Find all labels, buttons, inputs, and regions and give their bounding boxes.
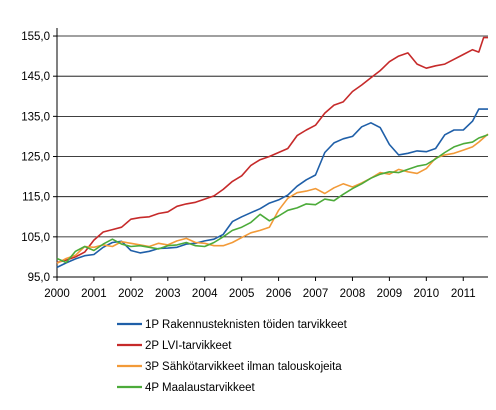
- x-tick-label: 2006: [266, 288, 292, 300]
- x-tick-label: 2002: [118, 288, 144, 300]
- x-tick-label: 2008: [340, 288, 366, 300]
- x-tick-label: 2005: [229, 288, 255, 300]
- y-tick-label: 145,0: [21, 71, 50, 83]
- series-lines: [56, 36, 489, 269]
- y-axis-ticks: 95,0 105,0 115,0 125,0 135,0 145,0 155,0: [21, 31, 57, 284]
- x-tick-label: 2011: [451, 288, 476, 300]
- x-tick-label: 2003: [155, 288, 181, 300]
- x-tick-label: 2001: [81, 288, 107, 300]
- x-tick-label: 2009: [377, 288, 403, 300]
- x-axis-ticks: 2000 2001 2002 2003 2004 2005 2006 2007 2008 2009…: [44, 277, 476, 300]
- series-line-2: [56, 36, 488, 264]
- x-tick-label: 2007: [303, 288, 329, 300]
- legend-label-3: 3P Sähkötarvikkeet ilman talouskojeita: [145, 361, 342, 373]
- y-tick-label: 135,0: [21, 111, 50, 123]
- axes: [56, 28, 488, 278]
- y-tick-label: 115,0: [22, 192, 50, 204]
- legend-label-4: 4P Maalaustarvikkeet: [145, 382, 256, 394]
- y-tick-label: 155,0: [21, 31, 50, 43]
- y-tick-label: 125,0: [21, 152, 50, 164]
- legend: 1P Rakennusteknisten töiden tarvikkeet 2P…: [117, 319, 348, 394]
- legend-label-1: 1P Rakennusteknisten töiden tarvikkeet: [145, 319, 348, 331]
- y-tick-label: 105,0: [21, 232, 50, 244]
- x-tick-label: 2000: [44, 288, 70, 300]
- x-tick-label: 2010: [414, 288, 440, 300]
- y-tick-label: 95,0: [28, 272, 50, 284]
- gridlines: [57, 35, 488, 238]
- x-tick-label: 2004: [192, 288, 218, 300]
- series-line-1: [56, 108, 488, 269]
- series-line-4: [56, 134, 489, 264]
- legend-label-2: 2P LVI-tarvikkeet: [145, 340, 232, 352]
